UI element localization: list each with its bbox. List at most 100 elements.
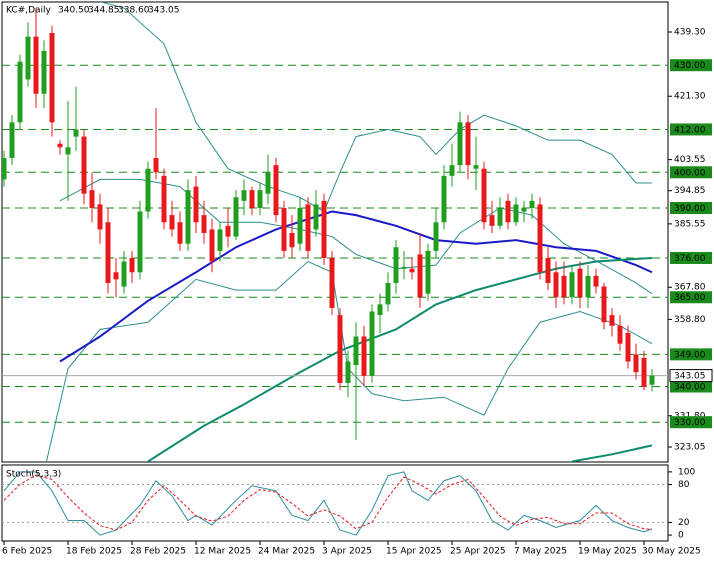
candle-body (249, 190, 255, 208)
axes: 439.30 421.30 403.55 394.85 385.55 367.80 358.… (2, 27, 713, 557)
candle-body (185, 190, 191, 244)
y-tick-label: 323.05 (674, 443, 706, 453)
candle-body (177, 222, 183, 244)
candle-body (81, 136, 87, 194)
candle-body (441, 175, 447, 223)
candle-body (521, 207, 527, 212)
indicator-line (59, 178, 653, 295)
candle-body (33, 36, 39, 94)
candle-body (353, 336, 359, 366)
level-label-box (670, 291, 712, 304)
candle-body (617, 325, 623, 344)
main-panel (1, 1, 669, 463)
level-label: 412.00 (674, 125, 706, 135)
indicator-line (571, 444, 653, 462)
candle-body (281, 207, 287, 251)
level-label-box (670, 348, 712, 361)
candle-body (473, 165, 479, 169)
candle-body (569, 272, 575, 298)
level-label: 340.00 (674, 382, 706, 392)
candle-body (49, 33, 55, 123)
candle-body (489, 215, 495, 226)
x-tick-label: 3 Apr 2025 (322, 547, 372, 557)
candle-body (73, 129, 79, 137)
level-label-box (670, 59, 712, 72)
stoch-panel (1, 464, 669, 542)
candle-body (561, 275, 567, 298)
candle-body (529, 200, 535, 208)
candle-body (505, 200, 511, 223)
candle-body (361, 336, 367, 376)
candle-body (105, 222, 111, 283)
candle-body (17, 61, 23, 123)
x-tick-label: 15 Apr 2025 (386, 547, 442, 557)
candle-body (497, 207, 503, 226)
candle-body (41, 50, 47, 94)
candle-body (209, 229, 215, 262)
ohlc-open: 340.50 (58, 6, 90, 16)
candle-body (401, 266, 407, 269)
level-label-box (670, 380, 712, 393)
x-tick-label: 24 Mar 2025 (258, 547, 315, 557)
level-label: 330.00 (674, 418, 706, 428)
candle-body (201, 215, 207, 233)
candle-body (609, 315, 615, 326)
stoch-plot (2, 471, 668, 536)
candle-body (121, 261, 127, 287)
candle-body (153, 158, 159, 173)
y-tick-label: 394.85 (674, 186, 706, 196)
candle-body (225, 225, 231, 237)
candle-body (265, 172, 271, 194)
candle-body (273, 165, 279, 216)
candle-body (329, 257, 335, 308)
indicator-line (147, 256, 653, 462)
candle-body (369, 311, 375, 376)
level-label: 349.00 (674, 350, 706, 360)
x-tick-label: 19 May 2025 (578, 547, 637, 557)
x-tick-label: 18 Feb 2025 (66, 547, 122, 557)
x-tick-label: 30 May 2025 (642, 547, 701, 557)
candle-body (553, 272, 559, 298)
x-tick-label: 12 Mar 2025 (194, 547, 251, 557)
main-plot (2, 2, 668, 462)
level-label-box (670, 251, 712, 264)
candle-body (585, 275, 591, 298)
x-tick-label: 25 Apr 2025 (450, 547, 506, 557)
y-tick-label: 439.30 (674, 27, 706, 37)
candle-body (409, 268, 415, 273)
candle-body (321, 200, 327, 258)
y-tick-label: 0 (678, 531, 684, 541)
level-label-box (670, 416, 712, 429)
y-tick-label: 20 (678, 518, 690, 528)
candle-body (161, 175, 167, 223)
stoch-title: Stoch(5,3,3) (6, 470, 61, 480)
candle-body (129, 257, 135, 273)
candle-body (577, 268, 583, 298)
candle-body (633, 354, 639, 373)
candle-body (89, 190, 95, 208)
candle-body (465, 122, 471, 166)
level-label: 376.00 (674, 254, 706, 264)
candle-body (545, 257, 551, 283)
candle-body (481, 168, 487, 223)
candle-body (9, 122, 15, 159)
candle-body (393, 247, 399, 283)
candle-body (593, 275, 599, 287)
candle-body (193, 186, 199, 223)
ohlc-high: 344.85 (88, 6, 120, 16)
level-label-box (670, 166, 712, 179)
ohlc-close: 343.05 (148, 6, 180, 16)
candle-body (289, 232, 295, 248)
candle-body (641, 357, 647, 387)
candle-body (537, 204, 543, 273)
candle-body (345, 361, 351, 383)
level-label-box (670, 201, 712, 214)
x-tick-label: 28 Feb 2025 (130, 547, 186, 557)
indicator-line (59, 210, 653, 363)
candle-body (297, 207, 303, 244)
level-label: 430.00 (674, 61, 706, 71)
ohlc-low: 338.60 (118, 6, 150, 16)
indicator-line (3, 474, 653, 531)
candle-body (513, 204, 519, 223)
